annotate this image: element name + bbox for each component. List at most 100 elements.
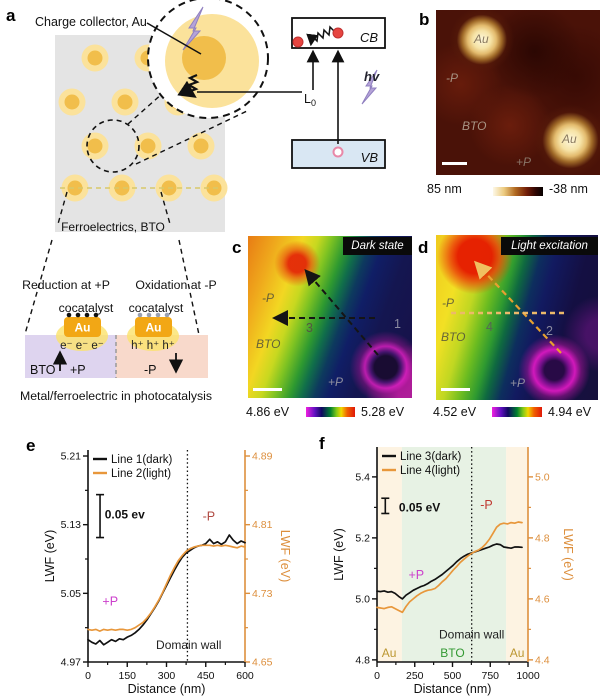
plus-p-label: +P [70,363,86,377]
cocatalyst-left-label: cocatalyst [59,301,114,315]
svg-text:5.13: 5.13 [61,519,82,531]
line-1-number: 1 [394,317,401,331]
charge-collector-label: Charge collector, Au [35,15,147,29]
vb-label: VB [361,150,379,165]
svg-text:300: 300 [158,670,176,682]
line-3-number: 3 [306,321,313,335]
svg-text:Domain wall: Domain wall [156,638,221,652]
cocatalyst-right-label: cocatalyst [129,301,184,315]
svg-text:Au: Au [510,646,525,660]
plus-p-region-label: +P [328,375,344,389]
svg-text:0: 0 [85,670,91,682]
svg-text:5.2: 5.2 [355,532,370,544]
electron-dot [292,36,304,48]
line-2-number: 2 [546,324,553,338]
svg-text:4.8: 4.8 [355,654,370,666]
svg-text:Distance (nm): Distance (nm) [128,682,206,696]
svg-text:4.65: 4.65 [252,657,273,669]
light-excitation-badge: Light excitation [501,237,598,255]
scale-bar [441,388,470,391]
au-right-label: Au [146,321,162,335]
minus-p-region-label: -P [442,296,454,310]
electron-dot [332,27,344,39]
svg-text:0.05 ev: 0.05 ev [105,507,145,521]
svg-text:5.4: 5.4 [355,471,370,483]
panel-f-label: f [319,434,325,453]
svg-text:LWF (eV): LWF (eV) [332,528,346,581]
svg-text:1000: 1000 [516,670,540,682]
svg-text:150: 150 [118,670,136,682]
au-particle-label: Au [562,132,577,146]
svg-text:-P: -P [203,509,216,523]
svg-text:+P: +P [408,568,424,582]
band-diagram: CB VB L0 hv [291,17,386,169]
kpfm-light-image: Light excitation -P BTO +P 2 4 [436,235,598,400]
panel-b-label: b [419,10,430,29]
svg-text:0.05 eV: 0.05 eV [399,500,440,514]
electron-transfer-zigzag [177,73,200,98]
chart-panel-f: Domain wall Au BTO Au 4.8 5.0 5.2 5.4 4.4 4.6 4.8 5… [305,425,611,699]
chart-f-svg: Domain wall Au BTO Au 4.8 5.0 5.2 5.4 4.4 4.6 4.8 5… [332,447,575,696]
svg-text:750: 750 [481,670,499,682]
svg-text:4.97: 4.97 [61,657,82,669]
svg-text:250: 250 [406,670,424,682]
relaxation-zigzag-arrow [306,25,335,47]
line-4-number: 4 [486,320,493,334]
plus-p-region-label: +P [510,376,526,390]
zoomed-particle [147,0,269,119]
svg-text:600: 600 [236,670,254,682]
svg-text:Line 1(dark): Line 1(dark) [111,454,173,466]
svg-text:500: 500 [444,670,462,682]
chart-panel-e: Domain wall 4.97 5.05 5.13 5.21 4.65 4.73 4.81 4… [0,425,305,699]
minus-p-region-label: -P [262,291,274,305]
svg-text:5.05: 5.05 [61,588,82,600]
colorbar-min-label: 4.52 eV [433,405,477,419]
svg-text:Line 4(light): Line 4(light) [400,465,460,477]
colorbar-max-label: 85 nm [427,182,462,196]
svg-text:-P: -P [480,498,493,512]
electron-dots-row [66,312,99,318]
svg-text:Au: Au [382,646,397,660]
au-left-label: Au [75,321,91,335]
svg-text:0: 0 [374,670,380,682]
bto-label: BTO [30,363,56,377]
svg-text:5.21: 5.21 [61,451,82,463]
svg-text:450: 450 [197,670,215,682]
callout-dashed-line [24,239,53,335]
panel-d-label: d [418,238,429,257]
mechanism-diagram: Reduction at +P Oxidation at -P cocataly… [20,278,217,403]
ferroelectrics-label: Ferroelectrics, BTO [61,220,165,234]
minus-p-label: -P [144,363,157,377]
reduction-label: Reduction at +P [22,278,110,292]
svg-text:Distance (nm): Distance (nm) [414,682,492,696]
svg-text:4.8: 4.8 [535,532,550,544]
svg-text:+P: +P [102,594,118,608]
callout-dashed-line [57,191,68,225]
hole-dot [332,146,344,158]
svg-text:LWF (eV): LWF (eV) [561,528,575,581]
svg-text:LWF (eV): LWF (eV) [278,530,292,583]
scale-bar [253,388,282,391]
holes-label: h⁺ h⁺ h⁺ [131,340,175,352]
mechanism-caption: Metal/ferroelectric in photocatalysis [20,389,212,403]
svg-text:5.0: 5.0 [535,471,550,483]
zoom-connector-line [127,92,164,125]
svg-text:5.0: 5.0 [355,593,370,605]
hv-bolt-icon [361,69,378,105]
electrons-label: e⁻ e⁻ e⁻ [60,340,104,352]
svg-text:Domain wall: Domain wall [439,628,504,642]
lwf-colorbar [492,407,542,417]
bto-region-label: BTO [256,337,281,351]
colorbar-min-label: -38 nm [549,182,588,196]
profile-line-1-arrow [304,268,379,356]
panel-c-label: c [232,238,242,257]
panel-c-arrows [272,268,379,356]
afm-topography-image: Au Au -P BTO +P [436,10,600,175]
bto-region-label: BTO [462,119,487,133]
svg-text:4.73: 4.73 [252,588,273,600]
l0-label: L0 [304,92,316,108]
chart-e-svg: Domain wall 4.97 5.05 5.13 5.21 4.65 4.73 4.81 4… [43,450,292,696]
plus-p-region-label: +P [516,155,532,169]
lwf-colorbar [306,407,355,417]
